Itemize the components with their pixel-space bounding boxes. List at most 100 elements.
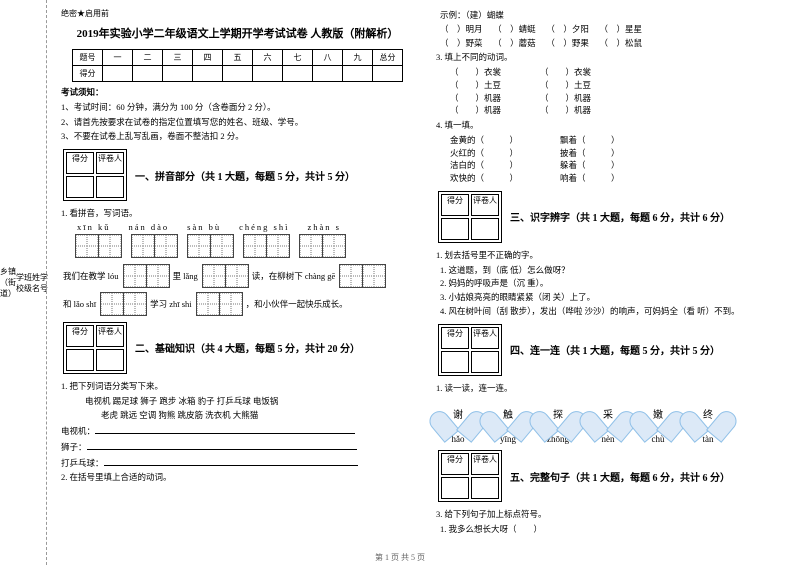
notice-item: 1、考试时间：60 分钟，满分为 100 分（含卷面分 2 分）。 bbox=[61, 101, 420, 114]
score-box: 得分 评卷人 bbox=[438, 191, 502, 243]
fill-item: （ ）松鼠 bbox=[599, 38, 642, 48]
fill-item: （ ）衣裳 bbox=[540, 66, 630, 79]
char-box bbox=[123, 264, 169, 288]
score-box: 得分 评卷人 bbox=[63, 149, 127, 201]
char-box bbox=[202, 264, 248, 288]
pinyin: chéng shì bbox=[239, 222, 289, 232]
question-line: 2. 妈妈的呼吸声是（沉 重）。 bbox=[440, 277, 795, 290]
fill-item: 躲着（ ） bbox=[560, 159, 670, 172]
score-box: 得分 评卷人 bbox=[438, 324, 502, 376]
question-text: 1. 划去括号里不正确的字。 bbox=[436, 249, 795, 262]
fill-item: 洁白的（ ） bbox=[450, 159, 560, 172]
section-title: 三、识字辨字（共 1 大题，每题 6 分，共计 6 分） bbox=[510, 209, 730, 224]
question-text: 4. 填一填。 bbox=[436, 119, 795, 132]
fold-line bbox=[46, 0, 47, 565]
grid-header: 六 bbox=[253, 50, 283, 66]
fill-item: 欢快的（ ） bbox=[450, 172, 560, 185]
char-box bbox=[339, 264, 385, 288]
category-label: 电视机： bbox=[61, 426, 95, 436]
score-label: 得分 bbox=[441, 327, 469, 349]
question-text: 1. 读一读，连一连。 bbox=[436, 382, 795, 395]
category-label: 打乒乓球： bbox=[61, 458, 104, 468]
question-line: 4. 风在树叶间（刮 散步），发出（哗啦 沙沙）的响声，可妈妈全（看 听）不到。 bbox=[440, 305, 795, 318]
char-box bbox=[299, 234, 345, 258]
pinyin: zhàn s bbox=[307, 222, 340, 232]
sentence-part: 我们在教学 lóu bbox=[63, 270, 119, 282]
sentence-part: ，和小伙伴一起快乐成长。 bbox=[246, 298, 348, 310]
rail-label: 学校 bbox=[16, 272, 24, 294]
heart-icon: 谢 bbox=[440, 400, 476, 430]
pinyin: nán dào bbox=[129, 222, 170, 232]
blank-line bbox=[87, 440, 357, 450]
rail-label: 班级 bbox=[24, 272, 32, 294]
fill-item: （ ）野菜 bbox=[440, 38, 483, 48]
fill-item: （ ）机器 bbox=[450, 104, 540, 117]
fill-item: （ ）土豆 bbox=[450, 79, 540, 92]
fill-item: （ ）衣裳 bbox=[450, 66, 540, 79]
fill-item: 火红的（ ） bbox=[450, 147, 560, 160]
question-text: 1. 把下列词语分类写下来。 bbox=[61, 380, 420, 393]
grid-header: 三 bbox=[163, 50, 193, 66]
fill-item: （ ）夕阳 bbox=[546, 24, 589, 34]
score-label: 评卷人 bbox=[471, 194, 499, 216]
grid-row-label: 得分 bbox=[73, 66, 103, 82]
sentence-part: 读，在柳树下 chàng gē bbox=[252, 270, 336, 282]
fill-item: 飘着（ ） bbox=[560, 134, 670, 147]
score-box: 得分 评卷人 bbox=[63, 322, 127, 374]
fill-item: （ ）明月 bbox=[440, 24, 483, 34]
char-box bbox=[131, 234, 177, 258]
word-list: 电视机 踢足球 狮子 跑步 冰箱 豹子 打乒乓球 电饭锅 bbox=[85, 395, 420, 408]
score-grid: 题号 一 二 三 四 五 六 七 八 九 总分 得分 bbox=[72, 49, 403, 82]
page-footer: 第 1 页 共 5 页 bbox=[0, 552, 800, 563]
fill-item: 响着（ ） bbox=[560, 172, 670, 185]
heart-icon: 嫩 bbox=[640, 400, 676, 430]
grid-header: 一 bbox=[103, 50, 133, 66]
pinyin: xīn kǔ bbox=[77, 222, 111, 232]
question-text: 3. 给下列句子加上标点符号。 bbox=[436, 508, 795, 521]
score-label: 得分 bbox=[66, 152, 94, 174]
fill-item: （ ）星星 bbox=[599, 24, 642, 34]
score-box: 得分 评卷人 bbox=[438, 450, 502, 502]
fill-item: （ ）蘑菇 bbox=[493, 38, 536, 48]
score-label: 得分 bbox=[441, 194, 469, 216]
sentence-part: 学习 zhī shi bbox=[150, 298, 192, 310]
heart-icon: 触 bbox=[490, 400, 526, 430]
heart-char: 触 bbox=[490, 406, 526, 421]
notice-item: 3、不要在试卷上乱写乱画，卷面不整洁扣 2 分。 bbox=[61, 130, 420, 143]
right-column: 示例：（建）蝴蝶 （ ）明月 （ ）蜻蜓 （ ）夕阳 （ ）星星 （ ）野菜 （… bbox=[430, 8, 795, 558]
grid-header: 四 bbox=[193, 50, 223, 66]
heart-char: 终 bbox=[690, 406, 726, 421]
char-box bbox=[187, 234, 233, 258]
grid-header: 七 bbox=[283, 50, 313, 66]
grid-header: 二 bbox=[133, 50, 163, 66]
question-line: 1. 这道题，到（底 低）怎么做呀？ bbox=[440, 264, 795, 277]
grid-header: 八 bbox=[313, 50, 343, 66]
question-text: 2. 在括号里填上合适的动词。 bbox=[61, 471, 420, 484]
fill-item: （ ）土豆 bbox=[540, 79, 630, 92]
rail-label: 乡镇（街道） bbox=[0, 266, 16, 299]
blank-line bbox=[104, 456, 358, 466]
char-box bbox=[75, 234, 121, 258]
pinyin: sàn bù bbox=[187, 222, 221, 232]
question-line: 1. 我多么想长大呀（ ） bbox=[440, 523, 795, 536]
heart-char: 探 bbox=[540, 406, 576, 421]
fill-item: （ ）机器 bbox=[450, 92, 540, 105]
sentence-part: 里 lǎng bbox=[173, 270, 198, 282]
section-title: 五、完整句子（共 1 大题，每题 6 分，共计 6 分） bbox=[510, 469, 730, 484]
heart-row: 谢 触 探 采 嫩 终 bbox=[440, 400, 795, 430]
example-text: 示例：（建）蝴蝶 bbox=[440, 9, 795, 22]
fill-item: （ ）野果 bbox=[546, 38, 589, 48]
fill-item: 披着（ ） bbox=[560, 147, 670, 160]
section-title: 四、连一连（共 1 大题，每题 5 分，共计 5 分） bbox=[510, 342, 720, 357]
fill-item: （ ）机器 bbox=[540, 104, 630, 117]
score-label: 得分 bbox=[441, 453, 469, 475]
char-box bbox=[100, 292, 146, 316]
notice-item: 2、请首先按要求在试卷的指定位置填写您的姓名、班级、学号。 bbox=[61, 116, 420, 129]
score-label: 评卷人 bbox=[96, 325, 124, 347]
score-label: 得分 bbox=[66, 325, 94, 347]
fill-item: 金黄的（ ） bbox=[450, 134, 560, 147]
score-label: 评卷人 bbox=[471, 327, 499, 349]
page-content: 绝密★启用前 2019年实验小学二年级语文上学期开学考试试卷 人教版（附解析） … bbox=[55, 8, 795, 558]
section-title: 一、拼音部分（共 1 大题，每题 5 分，共计 5 分） bbox=[135, 168, 355, 183]
section-title: 二、基础知识（共 4 大题，每题 5 分，共计 20 分） bbox=[135, 340, 360, 355]
